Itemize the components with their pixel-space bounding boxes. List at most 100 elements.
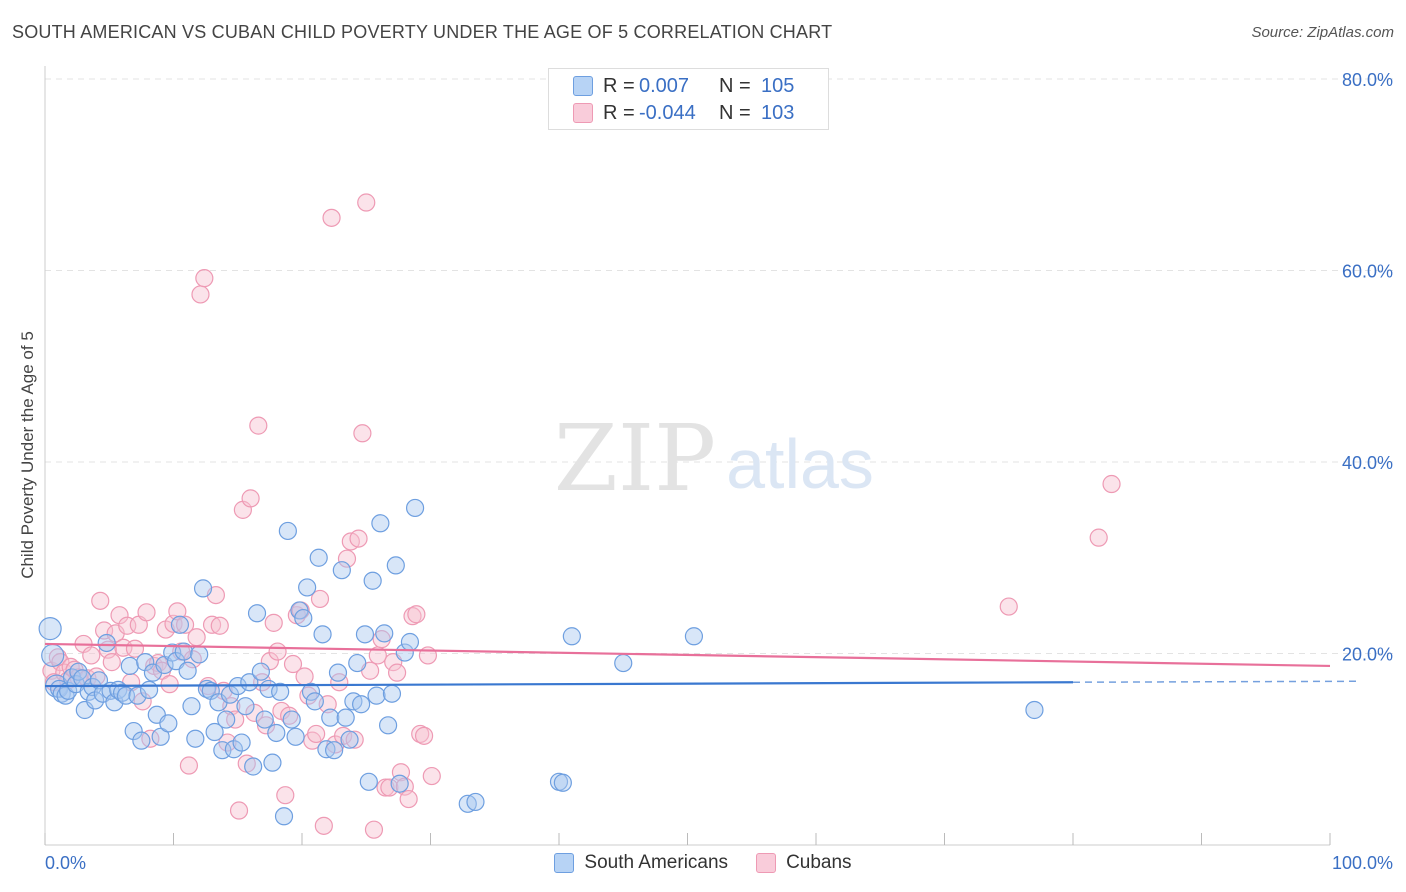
south-americans-point-38 <box>178 661 197 680</box>
cubans-point-13 <box>91 591 110 610</box>
south-americans-point-70 <box>301 682 321 701</box>
cubans-point-35 <box>175 615 195 634</box>
cubans-points <box>42 193 1121 839</box>
south-americans-point-48 <box>217 710 236 729</box>
cubans-point-52 <box>241 489 260 508</box>
cubans-point-42 <box>202 615 222 634</box>
cubans-point-84 <box>364 820 384 839</box>
south-americans-points <box>38 498 1044 826</box>
south-americans-point-71 <box>305 692 324 711</box>
south-americans-point-26 <box>132 731 151 750</box>
south-americans-point-79 <box>336 708 355 727</box>
south-americans-point-28 <box>139 680 159 699</box>
south-americans-point-56 <box>247 604 267 623</box>
cubans-point-71 <box>314 816 333 835</box>
cubans-point-44 <box>210 616 229 635</box>
south-americans-point-83 <box>352 695 371 714</box>
south-americans-point-54 <box>240 673 259 692</box>
south-americans-point-5 <box>56 686 75 705</box>
cubans-point-54 <box>249 416 268 435</box>
south-americans-point-13 <box>83 677 102 697</box>
south-americans-point-64 <box>278 521 297 541</box>
cubans-point-102 <box>1102 474 1121 494</box>
south-americans-trend-extension <box>1072 680 1361 683</box>
south-americans-point-72 <box>309 548 328 567</box>
south-americans-point-82 <box>348 653 367 673</box>
south-americans-point-92 <box>386 556 405 575</box>
cubans-point-56 <box>256 716 276 735</box>
south-americans-point-24 <box>124 721 143 741</box>
south-americans-point-95 <box>400 632 420 652</box>
legend-n-value: 103 <box>761 101 795 124</box>
south-americans-point-42 <box>193 579 213 598</box>
chart-title: SOUTH AMERICAN VS CUBAN CHILD POVERTY UN… <box>12 22 833 42</box>
legend-label-cubans: Cubans <box>786 852 852 873</box>
south-americans-point-31 <box>151 727 170 746</box>
watermark-zip: ZIP <box>554 405 716 512</box>
legend-item-cubans[interactable]: Cubans <box>756 852 852 874</box>
legend-item-south-americans[interactable]: South Americans <box>554 852 728 874</box>
south-americans-point-102 <box>614 653 633 673</box>
cubans-point-59 <box>268 642 287 661</box>
cubans-point-40 <box>195 269 214 288</box>
cubans-point-95 <box>407 605 426 624</box>
south-americans-point-40 <box>186 729 205 748</box>
legend-r-value: -0.044 <box>639 101 696 124</box>
cubans-point-97 <box>414 726 434 745</box>
south-americans-point-75 <box>321 708 340 727</box>
south-americans-point-36 <box>170 615 190 634</box>
south-americans-point-52 <box>232 733 251 752</box>
legend-n-value: 105 <box>761 74 795 97</box>
cubans-point-87 <box>376 778 395 797</box>
cubans-point-61 <box>276 786 295 805</box>
south-americans-point-93 <box>390 774 409 793</box>
cubans-point-16 <box>102 653 121 672</box>
south-americans-point-101 <box>562 627 581 646</box>
south-americans-point-23 <box>120 656 139 676</box>
south-americans-point-68 <box>294 608 313 628</box>
legend-swatch-pink <box>756 853 777 873</box>
cubans-point-88 <box>380 778 399 797</box>
cubans-point-63 <box>283 654 303 674</box>
x-tick-label-min: 0.0% <box>45 853 86 873</box>
south-americans-point-3 <box>50 679 69 699</box>
south-americans-point-86 <box>363 571 382 590</box>
cubans-point-11 <box>82 646 101 665</box>
cubans-point-24 <box>133 692 152 711</box>
legend-r-label: R = <box>603 74 635 97</box>
cubans-point-101 <box>1089 528 1108 547</box>
gridlines <box>45 78 1395 654</box>
south-americans-point-76 <box>325 741 344 760</box>
cubans-point-53 <box>245 703 264 722</box>
south-americans-point-73 <box>313 625 332 644</box>
south-americans-point-98 <box>466 792 485 812</box>
south-americans-point-80 <box>340 730 359 749</box>
cubans-point-66 <box>295 667 314 686</box>
south-americans-point-15 <box>89 671 109 690</box>
south-americans-point-78 <box>332 561 351 580</box>
cubans-point-81 <box>353 424 372 443</box>
cubans-point-31 <box>160 675 179 694</box>
trend-lines <box>44 642 1361 688</box>
south-americans-point-84 <box>355 625 375 644</box>
legend-n-label: N = <box>719 101 751 124</box>
south-americans-point-90 <box>378 716 398 735</box>
tick-labels: 20.0% 40.0% 60.0% 80.0% 0.0% 100.0% <box>45 70 1393 873</box>
y-tick-label-80: 80.0% <box>1342 70 1393 90</box>
cubans-point-90 <box>387 663 407 682</box>
cubans-point-100 <box>999 597 1018 616</box>
legend-n-label: N = <box>719 74 751 97</box>
south-americans-trend-line <box>44 681 1074 688</box>
legend-r-value: 0.007 <box>639 74 690 97</box>
south-americans-point-91 <box>382 684 402 703</box>
south-americans-point-60 <box>263 753 282 772</box>
cubans-point-33 <box>168 602 187 621</box>
cubans-point-93 <box>399 789 418 809</box>
south-americans-point-62 <box>271 682 290 701</box>
south-americans-point-58 <box>255 710 274 729</box>
cubans-point-38 <box>187 628 206 647</box>
south-americans-point-77 <box>328 663 348 682</box>
watermark-atlas: atlas <box>726 425 874 503</box>
cubans-trend-line <box>44 642 1331 668</box>
